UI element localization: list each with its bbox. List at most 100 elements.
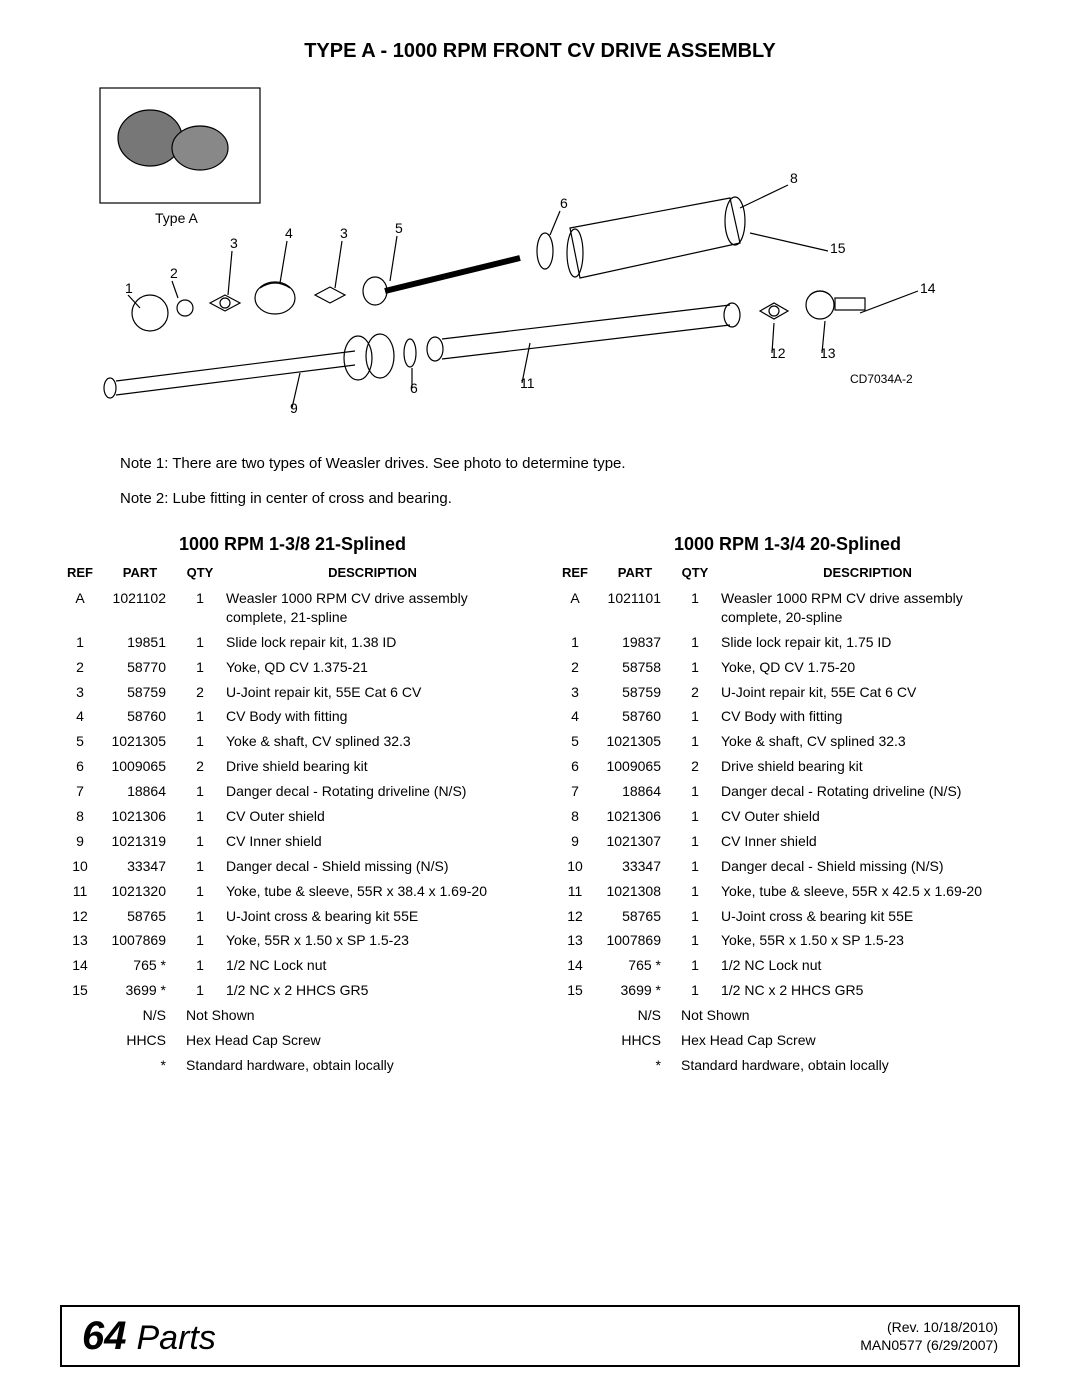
cell-desc: CV Inner shield bbox=[220, 829, 525, 854]
col-ref: REF bbox=[555, 561, 595, 586]
cell-desc: Danger decal - Shield missing (N/S) bbox=[220, 854, 525, 879]
note-2: Note 2: Lube fitting in center of cross … bbox=[120, 488, 1020, 509]
cell-part: 18864 bbox=[595, 779, 675, 804]
table-row: 910213071CV Inner shield bbox=[555, 829, 1020, 854]
cell-part: 1021307 bbox=[595, 829, 675, 854]
legend-row: *Standard hardware, obtain locally bbox=[60, 1053, 525, 1078]
cell-qty: 1 bbox=[180, 953, 220, 978]
table-row: 153699 *11/2 NC x 2 HHCS GR5 bbox=[60, 978, 525, 1003]
legend-row: N/SNot Shown bbox=[60, 1003, 525, 1028]
cell-qty: 1 bbox=[180, 586, 220, 630]
svg-text:4: 4 bbox=[285, 225, 293, 241]
table-row: 7188641Danger decal - Rotating driveline… bbox=[555, 779, 1020, 804]
cell-ref: 8 bbox=[60, 804, 100, 829]
cell-desc: U-Joint repair kit, 55E Cat 6 CV bbox=[715, 680, 1020, 705]
cell-ref: 7 bbox=[555, 779, 595, 804]
cell-part: 18864 bbox=[100, 779, 180, 804]
cell-qty: 1 bbox=[675, 879, 715, 904]
table-row: 610090652Drive shield bearing kit bbox=[60, 754, 525, 779]
table-row: 10333471Danger decal - Shield missing (N… bbox=[60, 854, 525, 879]
table-row: 3587592U-Joint repair kit, 55E Cat 6 CV bbox=[555, 680, 1020, 705]
left-table-wrap: 1000 RPM 1-3/8 21-Splined REF PART QTY D… bbox=[60, 534, 525, 1078]
page-number: 64 bbox=[82, 1314, 127, 1359]
col-ref: REF bbox=[60, 561, 100, 586]
table-row: A10211021Weasler 1000 RPM CV drive assem… bbox=[60, 586, 525, 630]
cell-qty: 1 bbox=[180, 978, 220, 1003]
legend-key: N/S bbox=[595, 1003, 675, 1028]
cell-desc: Yoke, QD CV 1.375-21 bbox=[220, 655, 525, 680]
cell-desc: Weasler 1000 RPM CV drive assembly compl… bbox=[220, 586, 525, 630]
footer-man: MAN0577 (6/29/2007) bbox=[860, 1336, 998, 1354]
legend-val: Standard hardware, obtain locally bbox=[675, 1053, 1020, 1078]
table-row: 14765 *11/2 NC Lock nut bbox=[60, 953, 525, 978]
svg-text:3: 3 bbox=[230, 235, 238, 251]
cell-ref: 13 bbox=[60, 928, 100, 953]
left-parts-table: REF PART QTY DESCRIPTION A10211021Weasle… bbox=[60, 561, 525, 1078]
cell-desc: Yoke, 55R x 1.50 x SP 1.5-23 bbox=[715, 928, 1020, 953]
cell-qty: 2 bbox=[675, 754, 715, 779]
cell-part: 1021319 bbox=[100, 829, 180, 854]
footer-rev: (Rev. 10/18/2010) bbox=[860, 1318, 998, 1336]
cell-part: 3699 * bbox=[595, 978, 675, 1003]
cell-qty: 1 bbox=[180, 804, 220, 829]
legend-key: * bbox=[595, 1053, 675, 1078]
cell-ref: A bbox=[555, 586, 595, 630]
svg-text:6: 6 bbox=[410, 380, 418, 396]
cell-desc: 1/2 NC x 2 HHCS GR5 bbox=[220, 978, 525, 1003]
cell-part: 58759 bbox=[100, 680, 180, 705]
table-row: 1198371Slide lock repair kit, 1.75 ID bbox=[555, 630, 1020, 655]
cell-qty: 1 bbox=[180, 904, 220, 929]
svg-text:6: 6 bbox=[560, 195, 568, 211]
cell-part: 1021102 bbox=[100, 586, 180, 630]
drawing-ref: CD7034A-2 bbox=[850, 372, 913, 386]
legend-row: HHCSHex Head Cap Screw bbox=[60, 1028, 525, 1053]
right-table-wrap: 1000 RPM 1-3/4 20-Splined REF PART QTY D… bbox=[555, 534, 1020, 1078]
cell-part: 58760 bbox=[100, 704, 180, 729]
cell-desc: Yoke, tube & sleeve, 55R x 42.5 x 1.69-2… bbox=[715, 879, 1020, 904]
cell-qty: 1 bbox=[180, 704, 220, 729]
left-table-title: 1000 RPM 1-3/8 21-Splined bbox=[60, 534, 525, 555]
cell-part: 58759 bbox=[595, 680, 675, 705]
cell-part: 33347 bbox=[100, 854, 180, 879]
cell-desc: Danger decal - Rotating driveline (N/S) bbox=[220, 779, 525, 804]
cell-desc: Yoke, 55R x 1.50 x SP 1.5-23 bbox=[220, 928, 525, 953]
cell-desc: U-Joint repair kit, 55E Cat 6 CV bbox=[220, 680, 525, 705]
cell-desc: Yoke & shaft, CV splined 32.3 bbox=[715, 729, 1020, 754]
cell-qty: 1 bbox=[675, 904, 715, 929]
table-row: 2587701Yoke, QD CV 1.375-21 bbox=[60, 655, 525, 680]
cell-ref: 9 bbox=[555, 829, 595, 854]
cell-desc: Drive shield bearing kit bbox=[220, 754, 525, 779]
cell-qty: 1 bbox=[180, 779, 220, 804]
table-row: 910213191CV Inner shield bbox=[60, 829, 525, 854]
cell-qty: 1 bbox=[675, 928, 715, 953]
exploded-diagram: Type A 2 1 3 4 3 5 6 8 bbox=[90, 83, 990, 423]
cell-part: 1007869 bbox=[595, 928, 675, 953]
table-row: 2587581Yoke, QD CV 1.75-20 bbox=[555, 655, 1020, 680]
cell-qty: 1 bbox=[180, 928, 220, 953]
cell-ref: 3 bbox=[60, 680, 100, 705]
cell-part: 1009065 bbox=[100, 754, 180, 779]
cell-ref: 6 bbox=[555, 754, 595, 779]
legend-val: Not Shown bbox=[180, 1003, 525, 1028]
cell-ref: 14 bbox=[555, 953, 595, 978]
legend-val: Hex Head Cap Screw bbox=[180, 1028, 525, 1053]
table-row: 1310078691Yoke, 55R x 1.50 x SP 1.5-23 bbox=[60, 928, 525, 953]
notes-block: Note 1: There are two types of Weasler d… bbox=[120, 453, 1020, 509]
cell-qty: 1 bbox=[180, 655, 220, 680]
cell-part: 58758 bbox=[595, 655, 675, 680]
note-1: Note 1: There are two types of Weasler d… bbox=[120, 453, 1020, 474]
cell-desc: 1/2 NC Lock nut bbox=[715, 953, 1020, 978]
legend-key: N/S bbox=[100, 1003, 180, 1028]
col-part: PART bbox=[595, 561, 675, 586]
cell-qty: 1 bbox=[180, 630, 220, 655]
col-part: PART bbox=[100, 561, 180, 586]
cell-qty: 1 bbox=[180, 729, 220, 754]
cell-ref: 1 bbox=[555, 630, 595, 655]
legend-val: Hex Head Cap Screw bbox=[675, 1028, 1020, 1053]
cell-desc: Yoke & shaft, CV splined 32.3 bbox=[220, 729, 525, 754]
cell-part: 33347 bbox=[595, 854, 675, 879]
svg-text:15: 15 bbox=[830, 240, 846, 256]
cell-part: 1021305 bbox=[595, 729, 675, 754]
table-row: 1110213201Yoke, tube & sleeve, 55R x 38.… bbox=[60, 879, 525, 904]
legend-key: * bbox=[100, 1053, 180, 1078]
